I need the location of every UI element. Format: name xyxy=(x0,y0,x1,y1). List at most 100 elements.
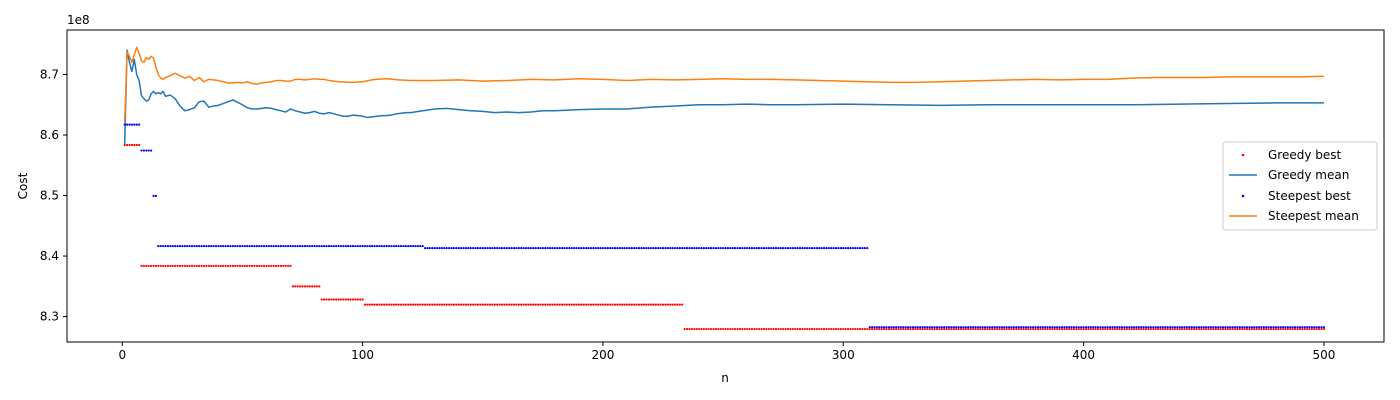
data-point-steepest-best xyxy=(613,246,617,250)
data-point-greedy-best xyxy=(416,303,419,306)
data-point-greedy-best xyxy=(460,303,463,306)
data-point-greedy-best xyxy=(390,303,393,306)
data-point-steepest-best xyxy=(1063,326,1066,329)
data-point-steepest-best xyxy=(1029,326,1032,329)
data-point-steepest-best xyxy=(782,246,785,250)
data-point-steepest-best xyxy=(914,326,917,329)
data-point-greedy-best xyxy=(806,327,809,331)
data-point-steepest-best xyxy=(556,246,559,250)
data-point-steepest-best xyxy=(399,244,403,248)
data-point-greedy-best xyxy=(409,303,412,306)
data-point-steepest-best xyxy=(287,244,290,248)
data-point-steepest-best xyxy=(676,246,679,250)
data-point-greedy-best xyxy=(1135,327,1138,331)
data-point-greedy-best xyxy=(551,303,554,306)
data-point-steepest-best xyxy=(248,244,251,248)
data-point-greedy-best xyxy=(464,303,468,306)
data-point-steepest-best xyxy=(926,326,929,329)
data-point-steepest-best xyxy=(697,246,701,250)
data-point-greedy-best xyxy=(1041,327,1044,331)
data-point-greedy-best xyxy=(1320,327,1323,331)
data-point-steepest-best xyxy=(589,246,593,250)
data-point-greedy-best xyxy=(995,327,999,331)
data-point-greedy-best xyxy=(726,327,730,331)
data-point-steepest-best xyxy=(1181,326,1184,329)
data-point-greedy-best xyxy=(669,303,672,306)
data-point-steepest-best xyxy=(916,326,919,329)
data-point-greedy-best xyxy=(678,303,681,306)
data-point-steepest-best xyxy=(1065,326,1068,329)
data-point-greedy-best xyxy=(414,303,417,306)
data-point-greedy-best xyxy=(238,264,242,268)
data-point-steepest-best xyxy=(866,246,869,250)
data-point-steepest-best xyxy=(265,244,268,248)
data-point-steepest-best xyxy=(880,326,883,329)
data-point-greedy-best xyxy=(498,303,501,306)
data-point-steepest-best xyxy=(1281,326,1285,329)
data-point-greedy-best xyxy=(897,327,900,331)
data-point-steepest-best xyxy=(548,246,552,250)
data-point-steepest-best xyxy=(380,244,383,248)
data-point-steepest-best xyxy=(313,244,316,248)
data-point-steepest-best xyxy=(621,246,624,250)
data-point-greedy-best xyxy=(1178,327,1181,331)
data-point-steepest-best xyxy=(897,326,900,329)
data-point-greedy-best xyxy=(1128,327,1131,331)
data-point-steepest-best xyxy=(1190,326,1193,329)
data-point-greedy-best xyxy=(1207,327,1210,331)
data-point-greedy-best xyxy=(697,327,701,331)
data-point-steepest-best xyxy=(337,244,340,248)
data-point-greedy-best xyxy=(411,303,415,306)
data-point-steepest-best xyxy=(159,244,162,248)
y-tick-label: 8.4 xyxy=(40,249,59,263)
data-point-steepest-best xyxy=(351,244,355,248)
data-point-steepest-best xyxy=(1106,326,1109,329)
data-point-greedy-best xyxy=(383,303,386,306)
data-point-greedy-best xyxy=(553,303,556,306)
data-point-greedy-best xyxy=(1046,327,1049,331)
data-point-greedy-best xyxy=(337,298,340,301)
data-point-steepest-best xyxy=(226,244,230,248)
data-point-greedy-best xyxy=(178,264,182,268)
data-point-steepest-best xyxy=(342,244,345,248)
data-point-greedy-best xyxy=(344,298,347,301)
data-point-steepest-best xyxy=(1082,326,1085,329)
data-point-greedy-best xyxy=(606,303,609,306)
data-point-steepest-best xyxy=(1286,326,1289,329)
data-point-steepest-best xyxy=(904,326,907,329)
data-point-greedy-best xyxy=(1036,327,1040,331)
data-point-greedy-best xyxy=(1188,327,1191,331)
data-point-steepest-best xyxy=(750,246,754,250)
data-point-steepest-best xyxy=(690,246,693,250)
data-point-greedy-best xyxy=(803,327,806,331)
data-point-steepest-best xyxy=(1301,326,1304,329)
data-point-steepest-best xyxy=(685,246,689,250)
data-point-steepest-best xyxy=(563,246,566,250)
data-point-greedy-best xyxy=(1161,327,1164,331)
data-point-greedy-best xyxy=(474,303,477,306)
data-point-steepest-best xyxy=(931,326,934,329)
data-point-steepest-best xyxy=(253,244,256,248)
data-point-steepest-best xyxy=(327,244,331,248)
data-point-greedy-best xyxy=(1262,327,1265,331)
data-point-greedy-best xyxy=(962,327,965,331)
data-point-steepest-best xyxy=(1166,326,1169,329)
data-point-greedy-best xyxy=(484,303,487,306)
data-point-greedy-best xyxy=(270,264,273,268)
data-point-greedy-best xyxy=(741,327,744,331)
data-point-greedy-best xyxy=(640,303,643,306)
data-point-greedy-best xyxy=(919,327,922,331)
data-point-greedy-best xyxy=(152,264,155,268)
data-point-greedy-best xyxy=(844,327,847,331)
data-point-greedy-best xyxy=(1063,327,1066,331)
data-point-greedy-best xyxy=(1089,327,1092,331)
data-point-greedy-best xyxy=(1265,327,1268,331)
data-point-steepest-best xyxy=(1084,326,1088,329)
data-point-greedy-best xyxy=(150,264,153,268)
data-point-greedy-best xyxy=(1080,327,1083,331)
legend-marker-steepest-best xyxy=(1241,194,1245,198)
data-point-greedy-best xyxy=(508,303,511,306)
data-point-steepest-best xyxy=(974,326,977,329)
data-point-greedy-best xyxy=(1296,327,1299,331)
data-point-greedy-best xyxy=(1274,327,1277,331)
